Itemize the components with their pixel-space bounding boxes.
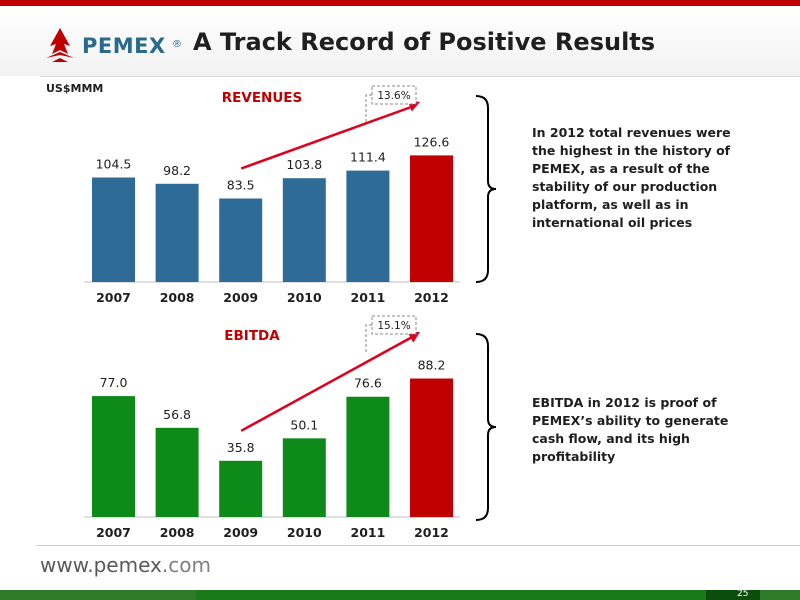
revenues-bar-2012: [410, 155, 453, 282]
ebitda-bar-2011: [346, 396, 390, 517]
footer-bar-segment-right: [760, 590, 800, 600]
ebitda-value-label-2011: 76.6: [354, 376, 382, 391]
revenues-tick-2011: 2011: [351, 290, 386, 305]
pemex-eagle-icon: [46, 28, 74, 62]
ebitda-commentary: EBITDA in 2012 is proof of PEMEX’s abili…: [532, 395, 729, 464]
ebitda-value-label-2007: 77.0: [100, 375, 128, 390]
ebitda-bar-2007: [92, 396, 135, 517]
top-accent-bar: [0, 0, 800, 6]
ebitda-tick-2011: 2011: [351, 525, 386, 540]
page-title: A Track Record of Positive Results: [193, 28, 656, 56]
pemex-logo: PEMEX ®: [40, 24, 190, 68]
revenues-bar-2010: [282, 178, 326, 282]
revenues-value-label-2009: 83.5: [227, 178, 255, 193]
ebitda-growth-label: 15.1%: [377, 320, 410, 332]
revenues-growth-label: 13.6%: [377, 90, 410, 102]
ebitda-tick-2007: 2007: [96, 525, 131, 540]
revenues-tick-2008: 2008: [160, 290, 195, 305]
title-area: [0, 6, 800, 76]
ebitda-value-label-2008: 56.8: [163, 407, 191, 422]
unit-label: US$MMM: [46, 82, 104, 95]
revenues-bar-2011: [346, 170, 390, 282]
url-prefix: www.: [40, 553, 94, 577]
footer-url[interactable]: www.pemex.com: [40, 553, 211, 577]
charts-canvas: 104.5 2007 98.2 2008 83.5 2009 103.8 2010 111.4 2…: [84, 85, 497, 540]
ebitda-growth-arrow-line: [240, 334, 415, 432]
revenues-commentary: In 2012 total revenues were the highest …: [532, 125, 731, 230]
revenues-value-label-2008: 98.2: [163, 163, 191, 178]
revenues-value-label-2011: 111.4: [350, 150, 386, 165]
revenues-chart-title: REVENUES: [222, 90, 303, 106]
revenues-bar-2009: [219, 198, 263, 282]
ebitda-growth-arrow-head: [407, 332, 420, 343]
ebitda-value-label-2009: 35.8: [227, 440, 255, 455]
logo-text: PEMEX: [82, 34, 166, 58]
ebitda-bar-2008: [155, 427, 199, 517]
revenues-value-label-2007: 104.5: [96, 157, 132, 172]
revenues-tick-2012: 2012: [414, 290, 449, 305]
revenues-bar-2007: [92, 177, 135, 282]
revenues-growth-arrow-line: [240, 104, 415, 170]
ebitda-chart-title: EBITDA: [224, 328, 280, 344]
ebitda-tick-2009: 2009: [223, 525, 258, 540]
revenues-tick-2009: 2009: [223, 290, 258, 305]
revenues-tick-2010: 2010: [287, 290, 322, 305]
revenues-bar-2008: [155, 183, 199, 282]
footer-bar-segment-middle: [196, 590, 706, 600]
logo-registered-mark: ®: [172, 39, 182, 50]
ebitda-value-label-2012: 88.2: [418, 358, 446, 373]
url-suffix: .com: [161, 553, 211, 577]
footer-divider: [36, 545, 800, 546]
url-brand: pemex: [93, 553, 162, 577]
revenues-bracket: [475, 95, 497, 283]
ebitda-bracket: [475, 333, 497, 521]
revenues-tick-2007: 2007: [96, 290, 131, 305]
ebitda-bar-2009: [219, 460, 263, 517]
footer-bar-segment-page: [706, 590, 760, 600]
page-number: 25: [737, 589, 749, 599]
revenues-value-label-2012: 126.6: [414, 134, 450, 149]
ebitda-tick-2010: 2010: [287, 525, 322, 540]
footer-bar: [0, 590, 800, 600]
ebitda-bar-2010: [282, 438, 326, 517]
ebitda-value-label-2010: 50.1: [290, 417, 318, 432]
ebitda-tick-2012: 2012: [414, 525, 449, 540]
ebitda-tick-2008: 2008: [160, 525, 195, 540]
revenues-value-label-2010: 103.8: [286, 157, 322, 172]
revenues-growth-connector: [365, 94, 372, 122]
ebitda-bar-2012: [410, 378, 453, 517]
footer-bar-segment-left: [0, 590, 196, 600]
title-divider: [40, 76, 800, 77]
ebitda-growth-connector: [365, 324, 372, 352]
